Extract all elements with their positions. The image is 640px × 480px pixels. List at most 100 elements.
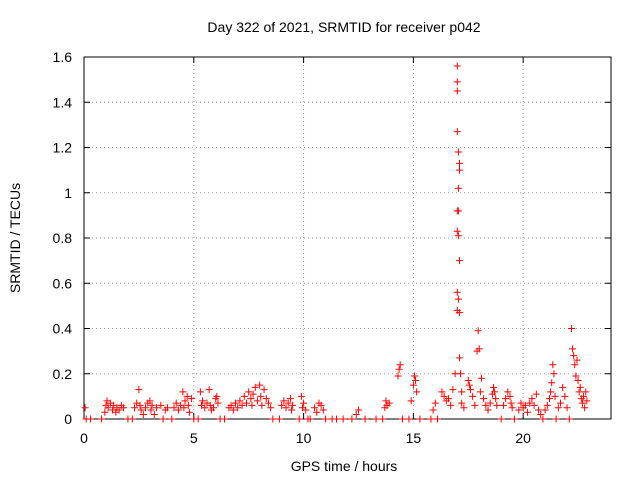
data-point: [455, 166, 463, 174]
data-point: [499, 401, 507, 409]
data-point: [454, 184, 462, 192]
data-point: [221, 415, 229, 423]
data-point: [497, 415, 505, 423]
data-point: [372, 415, 380, 423]
x-tick-label: 20: [515, 430, 531, 446]
data-point: [242, 399, 250, 407]
data-point: [185, 408, 193, 416]
data-point: [434, 415, 442, 423]
data-point: [179, 388, 187, 396]
data-point: [172, 399, 180, 407]
data-point: [354, 406, 362, 414]
data-point: [431, 399, 439, 407]
data-point: [188, 395, 196, 403]
data-point: [570, 352, 578, 360]
data-point: [306, 415, 314, 423]
y-tick-label: 0.4: [53, 321, 73, 337]
data-point: [524, 408, 532, 416]
data-point: [556, 399, 564, 407]
data-point: [469, 392, 477, 400]
data-point: [477, 374, 485, 382]
data-point: [245, 388, 253, 396]
data-point: [311, 404, 319, 412]
x-axis-label: GPS time / hours: [291, 458, 398, 474]
data-point: [205, 386, 213, 394]
data-point: [466, 386, 474, 394]
data-point: [131, 404, 139, 412]
data-point: [157, 401, 165, 409]
data-point: [530, 401, 538, 409]
data-point: [504, 388, 512, 396]
data-point: [213, 392, 221, 400]
data-point: [582, 388, 590, 396]
data-point: [339, 415, 347, 423]
data-point: [238, 401, 246, 409]
y-tick-labels: 0 0.2 0.4 0.6 0.8 1 1.2 1.4 1.6: [53, 49, 73, 427]
data-point: [559, 383, 567, 391]
data-point: [240, 392, 248, 400]
data-point: [455, 257, 463, 265]
data-point: [322, 415, 330, 423]
data-point: [302, 406, 310, 414]
data-point: [284, 399, 292, 407]
x-tick-label: 5: [190, 430, 198, 446]
data-point: [128, 415, 136, 423]
data-point: [280, 397, 288, 405]
data-point: [135, 386, 143, 394]
data-point: [201, 404, 209, 412]
data-point: [210, 404, 218, 412]
data-point: [407, 397, 415, 405]
data-point: [572, 372, 580, 380]
data-point: [491, 388, 499, 396]
y-tick-label: 1.6: [53, 49, 73, 65]
data-point: [549, 361, 557, 369]
data-point: [319, 406, 327, 414]
data-point: [313, 408, 321, 416]
y-tick-label: 0.8: [53, 230, 73, 246]
data-point: [453, 227, 461, 235]
data-point: [539, 415, 547, 423]
data-point: [98, 415, 106, 423]
data-point: [506, 392, 514, 400]
data-point: [453, 78, 461, 86]
data-point: [532, 390, 540, 398]
data-point: [471, 401, 479, 409]
data-point: [168, 415, 176, 423]
data-point: [236, 397, 244, 405]
x-tick-label: 0: [80, 430, 88, 446]
data-point: [464, 377, 472, 385]
data-point: [548, 379, 556, 387]
y-tick-label: 0: [64, 411, 72, 427]
data-point: [163, 404, 171, 412]
data-point: [352, 410, 360, 418]
data-point: [248, 401, 256, 409]
data-point: [573, 356, 581, 364]
data-point: [262, 395, 270, 403]
data-point: [300, 399, 308, 407]
data-point: [141, 404, 149, 412]
data-point: [561, 392, 569, 400]
data-point: [115, 406, 123, 414]
data-point: [196, 388, 204, 396]
data-point: [578, 399, 586, 407]
data-point: [567, 325, 575, 332]
data-point: [180, 404, 188, 412]
data-point: [465, 381, 473, 389]
data-point: [159, 415, 167, 423]
data-point: [455, 309, 463, 317]
data-point: [398, 415, 406, 423]
data-point: [547, 388, 555, 396]
data-point: [139, 410, 147, 418]
chart-title: Day 322 of 2021, SRMTID for receiver p04…: [207, 19, 480, 35]
data-point: [445, 395, 453, 403]
data-point: [184, 401, 192, 409]
data-point: [146, 397, 154, 405]
data-point: [517, 399, 525, 407]
data-point: [297, 392, 305, 400]
data-point: [410, 372, 418, 380]
data-points: [81, 62, 591, 423]
data-point: [453, 288, 461, 296]
data-point: [379, 415, 387, 423]
data-point: [264, 399, 272, 407]
